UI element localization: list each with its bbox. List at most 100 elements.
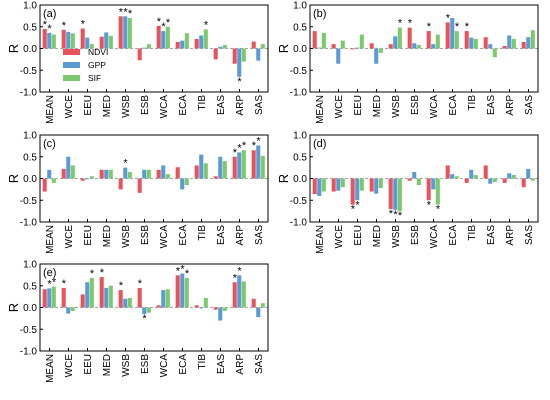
x-tick-label: SAS xyxy=(254,95,265,115)
bar xyxy=(312,31,317,49)
bar xyxy=(165,174,170,179)
significance-star: * xyxy=(47,278,52,290)
bar xyxy=(161,31,166,49)
bar xyxy=(118,290,123,308)
x-tick-label: WCE xyxy=(334,95,345,119)
significance-star: * xyxy=(237,76,242,88)
bar xyxy=(222,307,227,311)
legend-label: NDVI xyxy=(88,47,108,57)
significance-star: * xyxy=(427,21,432,33)
bar xyxy=(469,37,474,49)
y-tick-label: 0.5 xyxy=(23,22,37,33)
significance-star: * xyxy=(408,18,413,30)
bar xyxy=(156,305,161,308)
significance-star: * xyxy=(355,199,360,211)
x-tick-label: EAS xyxy=(486,225,497,245)
significance-star: * xyxy=(123,6,128,18)
bar xyxy=(511,175,516,179)
y-tick-label: 0.0 xyxy=(293,174,307,185)
y-tick-label: -1.0 xyxy=(290,218,308,229)
bar xyxy=(388,44,393,49)
significance-star: * xyxy=(180,264,185,276)
x-tick-label: WCA xyxy=(159,354,170,378)
bar xyxy=(431,44,436,49)
bar xyxy=(237,48,242,77)
significance-star: * xyxy=(204,19,209,31)
y-tick-label: -1.0 xyxy=(20,218,38,229)
bar xyxy=(42,28,47,49)
bar xyxy=(256,145,261,179)
bar xyxy=(47,169,52,179)
bar xyxy=(203,29,208,49)
significance-star: * xyxy=(43,19,48,31)
x-tick-label: EAS xyxy=(216,95,227,115)
significance-star: * xyxy=(455,21,460,33)
bar xyxy=(450,18,455,49)
bar xyxy=(104,287,109,308)
bar xyxy=(184,178,189,186)
bar xyxy=(104,169,109,179)
bar xyxy=(137,48,142,61)
bar xyxy=(445,22,450,49)
y-tick-label: 0.5 xyxy=(23,281,37,292)
x-tick-label: EEU xyxy=(353,225,364,246)
x-tick-label: ARP xyxy=(505,225,516,246)
x-tick-label: WSB xyxy=(121,95,132,118)
x-tick-label: ECA xyxy=(178,95,189,116)
y-tick-label: 0.0 xyxy=(23,303,37,314)
significance-star: * xyxy=(233,147,238,159)
y-tick-label: 1.0 xyxy=(23,1,37,12)
y-tick-label: 0.5 xyxy=(23,152,37,163)
bar xyxy=(388,178,393,209)
bar xyxy=(213,48,218,60)
significance-star: * xyxy=(47,23,52,35)
y-tick-label: 0.5 xyxy=(293,22,307,33)
significance-star: * xyxy=(398,18,403,30)
bar xyxy=(213,176,218,179)
x-tick-label: SAS xyxy=(524,225,535,245)
bar xyxy=(61,29,66,49)
y-axis-label: R xyxy=(6,174,21,183)
x-tick-label: MED xyxy=(372,95,383,117)
x-tick-label: MEAN xyxy=(45,225,56,254)
significance-star: * xyxy=(185,268,190,280)
bar xyxy=(123,16,128,49)
bar xyxy=(464,178,469,183)
significance-star: * xyxy=(142,313,147,325)
significance-star: * xyxy=(351,204,356,216)
bar xyxy=(251,41,256,49)
y-tick-label: 0.5 xyxy=(293,152,307,163)
bar xyxy=(488,44,493,49)
x-tick-label: WSB xyxy=(121,225,132,248)
significance-star: * xyxy=(119,6,124,18)
x-tick-label: EEU xyxy=(353,95,364,116)
y-tick-label: -0.5 xyxy=(290,196,308,207)
legend-swatch xyxy=(63,75,80,81)
bar xyxy=(521,178,526,188)
significance-star: * xyxy=(157,16,162,28)
bar xyxy=(317,178,322,196)
bar xyxy=(397,178,402,212)
x-tick-label: TIB xyxy=(467,225,478,241)
x-tick-label: EEU xyxy=(83,95,94,116)
panel-label: (e) xyxy=(43,267,56,279)
bar xyxy=(142,47,147,49)
bar xyxy=(165,26,170,49)
bar xyxy=(526,37,531,49)
y-tick-label: -0.5 xyxy=(20,325,38,336)
x-tick-label: ARP xyxy=(235,95,246,116)
bar xyxy=(51,286,56,308)
significance-star: * xyxy=(123,158,128,170)
bar xyxy=(321,32,326,49)
x-tick-label: ARP xyxy=(235,225,246,246)
significance-star: * xyxy=(119,280,124,292)
bar xyxy=(378,178,383,189)
bar xyxy=(241,150,246,179)
significance-star: * xyxy=(90,268,95,280)
bar xyxy=(317,47,322,49)
bar xyxy=(435,178,440,205)
bar xyxy=(426,178,431,201)
significance-star: * xyxy=(446,12,451,24)
bar xyxy=(530,30,535,49)
bar xyxy=(89,277,94,308)
